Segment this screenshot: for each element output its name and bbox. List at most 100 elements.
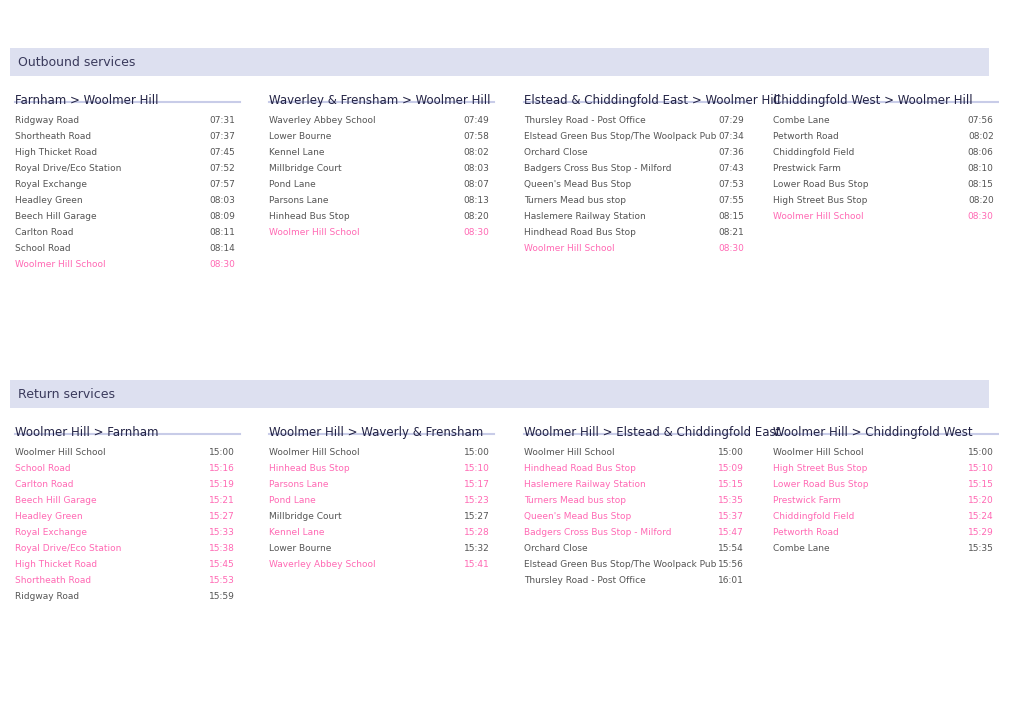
Text: High Street Bus Stop: High Street Bus Stop — [772, 464, 867, 473]
Text: Ridgway Road: Ridgway Road — [14, 116, 78, 125]
Text: 15:10: 15:10 — [967, 464, 993, 473]
Text: Woolmer Hill > Farnham: Woolmer Hill > Farnham — [14, 426, 158, 439]
Text: 07:56: 07:56 — [967, 116, 993, 125]
Text: 07:31: 07:31 — [209, 116, 234, 125]
Text: 15:33: 15:33 — [209, 528, 234, 537]
Text: Farnham > Woolmer Hill: Farnham > Woolmer Hill — [14, 94, 158, 107]
Text: Chiddingfold Field: Chiddingfold Field — [772, 148, 854, 157]
FancyBboxPatch shape — [10, 48, 987, 76]
Text: Carlton Road: Carlton Road — [14, 228, 73, 237]
Text: 07:49: 07:49 — [464, 116, 489, 125]
Text: Lower Road Bus Stop: Lower Road Bus Stop — [772, 480, 868, 489]
Text: Woolmer Hill > Waverly & Frensham: Woolmer Hill > Waverly & Frensham — [269, 426, 483, 439]
Text: 15:17: 15:17 — [464, 480, 489, 489]
Text: Queen's Mead Bus Stop: Queen's Mead Bus Stop — [524, 512, 631, 521]
Text: 08:10: 08:10 — [967, 164, 993, 173]
Text: 15:00: 15:00 — [717, 448, 743, 457]
Text: 16:01: 16:01 — [717, 576, 743, 585]
Text: Woolmer Hill School: Woolmer Hill School — [269, 228, 360, 237]
Text: Waverley Abbey School: Waverley Abbey School — [269, 116, 375, 125]
Text: 15:41: 15:41 — [464, 560, 489, 569]
Text: 15:23: 15:23 — [464, 496, 489, 505]
Text: Chiddingfold Field: Chiddingfold Field — [772, 512, 854, 521]
Text: Hinhead Bus Stop: Hinhead Bus Stop — [269, 212, 350, 221]
Text: 07:37: 07:37 — [209, 132, 234, 141]
Text: 07:34: 07:34 — [717, 132, 743, 141]
Text: 15:16: 15:16 — [209, 464, 234, 473]
Text: 08:06: 08:06 — [967, 148, 993, 157]
Text: 15:00: 15:00 — [209, 448, 234, 457]
Text: Shortheath Road: Shortheath Road — [14, 576, 91, 585]
Text: Lower Road Bus Stop: Lower Road Bus Stop — [772, 180, 868, 189]
Text: Beech Hill Garage: Beech Hill Garage — [14, 212, 96, 221]
Text: 07:58: 07:58 — [464, 132, 489, 141]
Text: 15:15: 15:15 — [717, 480, 743, 489]
Text: Pond Lane: Pond Lane — [269, 496, 316, 505]
Text: Woolmer Hill School: Woolmer Hill School — [772, 448, 863, 457]
Text: 08:20: 08:20 — [967, 196, 993, 205]
Text: 08:03: 08:03 — [464, 164, 489, 173]
Text: 08:11: 08:11 — [209, 228, 234, 237]
Text: High Thicket Road: High Thicket Road — [14, 148, 97, 157]
Text: Beech Hill Garage: Beech Hill Garage — [14, 496, 96, 505]
FancyBboxPatch shape — [10, 380, 987, 408]
Text: 08:30: 08:30 — [209, 260, 234, 269]
Text: Millbridge Court: Millbridge Court — [269, 164, 341, 173]
Text: 08:13: 08:13 — [464, 196, 489, 205]
Text: Royal Drive/Eco Station: Royal Drive/Eco Station — [14, 544, 121, 553]
Text: Lower Bourne: Lower Bourne — [269, 544, 331, 553]
Text: 08:02: 08:02 — [967, 132, 993, 141]
Text: Waverley & Frensham > Woolmer Hill: Waverley & Frensham > Woolmer Hill — [269, 94, 490, 107]
Text: Badgers Cross Bus Stop - Milford: Badgers Cross Bus Stop - Milford — [524, 164, 671, 173]
Text: 08:09: 08:09 — [209, 212, 234, 221]
Text: 15:47: 15:47 — [717, 528, 743, 537]
Text: Haslemere Railway Station: Haslemere Railway Station — [524, 212, 645, 221]
Text: 07:52: 07:52 — [209, 164, 234, 173]
Text: 15:56: 15:56 — [717, 560, 743, 569]
Text: 07:45: 07:45 — [209, 148, 234, 157]
Text: Woolmer Hill School: Woolmer Hill School — [524, 448, 613, 457]
Text: 08:07: 08:07 — [464, 180, 489, 189]
Text: 07:57: 07:57 — [209, 180, 234, 189]
Text: Queen's Mead Bus Stop: Queen's Mead Bus Stop — [524, 180, 631, 189]
Text: Turners Mead bus stop: Turners Mead bus stop — [524, 196, 626, 205]
Text: Millbridge Court: Millbridge Court — [269, 512, 341, 521]
Text: 08:30: 08:30 — [967, 212, 993, 221]
Text: Return services: Return services — [17, 387, 114, 400]
Text: Woolmer Hill School: Woolmer Hill School — [269, 448, 360, 457]
Text: Combe Lane: Combe Lane — [772, 116, 829, 125]
Text: 15:24: 15:24 — [967, 512, 993, 521]
Text: 15:59: 15:59 — [209, 592, 234, 601]
Text: 15:09: 15:09 — [717, 464, 743, 473]
Text: Petworth Road: Petworth Road — [772, 132, 839, 141]
Text: 15:15: 15:15 — [967, 480, 993, 489]
Text: Kennel Lane: Kennel Lane — [269, 148, 324, 157]
Text: 15:19: 15:19 — [209, 480, 234, 489]
Text: Woolmer Hill School: Woolmer Hill School — [524, 244, 613, 253]
Text: 15:00: 15:00 — [464, 448, 489, 457]
Text: Woolmer Hill School: Woolmer Hill School — [14, 260, 105, 269]
Text: Carlton Road: Carlton Road — [14, 480, 73, 489]
Text: Elstead & Chiddingfold East > Woolmer Hill: Elstead & Chiddingfold East > Woolmer Hi… — [524, 94, 780, 107]
Text: Parsons Lane: Parsons Lane — [269, 480, 328, 489]
Text: 08:02: 08:02 — [464, 148, 489, 157]
Text: Shortheath Road: Shortheath Road — [14, 132, 91, 141]
Text: 15:37: 15:37 — [717, 512, 743, 521]
Text: 08:03: 08:03 — [209, 196, 234, 205]
Text: 15:35: 15:35 — [967, 544, 993, 553]
Text: 15:27: 15:27 — [209, 512, 234, 521]
Text: 07:29: 07:29 — [717, 116, 743, 125]
Text: Headley Green: Headley Green — [14, 512, 83, 521]
Text: Petworth Road: Petworth Road — [772, 528, 839, 537]
Text: 15:21: 15:21 — [209, 496, 234, 505]
Text: 15:28: 15:28 — [464, 528, 489, 537]
Text: Chiddingfold West > Woolmer Hill: Chiddingfold West > Woolmer Hill — [772, 94, 972, 107]
Text: 08:21: 08:21 — [717, 228, 743, 237]
Text: 15:53: 15:53 — [209, 576, 234, 585]
Text: 15:35: 15:35 — [717, 496, 743, 505]
Text: Elstead Green Bus Stop/The Woolpack Pub: Elstead Green Bus Stop/The Woolpack Pub — [524, 132, 715, 141]
Text: 15:10: 15:10 — [464, 464, 489, 473]
Text: Haslemere Railway Station: Haslemere Railway Station — [524, 480, 645, 489]
Text: Prestwick Farm: Prestwick Farm — [772, 164, 841, 173]
Text: High Street Bus Stop: High Street Bus Stop — [772, 196, 867, 205]
